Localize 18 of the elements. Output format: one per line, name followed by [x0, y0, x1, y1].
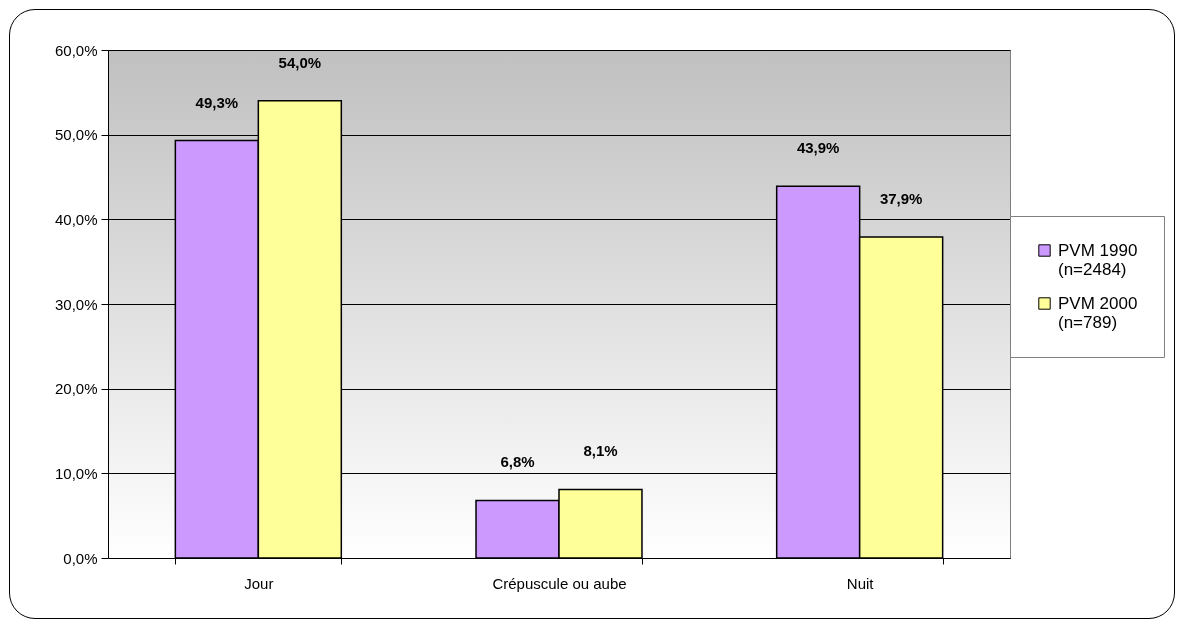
data-label: 37,9%: [879, 190, 923, 208]
y-tick-label: 0,0%: [63, 549, 98, 567]
data-label: 6,8%: [500, 453, 535, 471]
data-label: 8,1%: [583, 442, 618, 460]
x-tick-label: Jour: [244, 574, 274, 592]
y-tick-label: 50,0%: [54, 126, 98, 144]
legend-label: PVM 2000 (n=789): [1058, 293, 1138, 332]
y-tick-label: 10,0%: [54, 464, 98, 482]
data-label: 43,9%: [796, 139, 840, 157]
data-label: 54,0%: [278, 53, 322, 71]
y-tick-label: 30,0%: [54, 295, 98, 313]
x-tick-label: Nuit: [846, 574, 875, 592]
legend-label: PVM 1990 (n=2484): [1058, 240, 1138, 279]
y-tick-label: 40,0%: [54, 210, 98, 228]
y-tick-label: 60,0%: [54, 41, 98, 59]
x-tick-label: Crépuscule ou aube: [492, 574, 627, 592]
y-tick-label: 20,0%: [54, 380, 98, 398]
data-label: 49,3%: [195, 93, 239, 111]
